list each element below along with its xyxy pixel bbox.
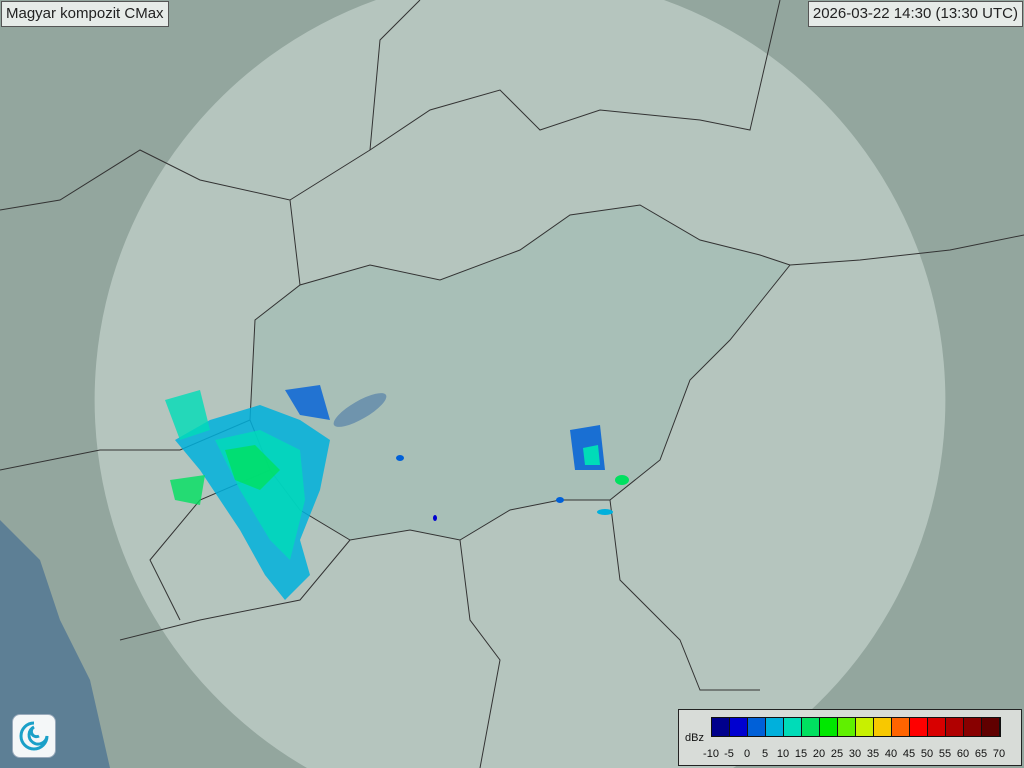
legend-swatch (766, 718, 784, 736)
legend-tick-label: -10 (703, 748, 719, 760)
timestamp: 2026-03-22 14:30 (13:30 UTC) (807, 1, 1023, 27)
legend-swatch (964, 718, 982, 736)
legend-tick-label: 35 (866, 748, 880, 760)
dbz-legend: dBz -10 -5 0 5 10 15 20 25 30 35 40 45 50 55 60 65 70 (678, 709, 1022, 766)
legend-swatch (982, 718, 1000, 736)
legend-tick-label: 20 (812, 748, 826, 760)
legend-color-bar (711, 717, 1001, 737)
hungary-region (250, 205, 790, 540)
legend-tick-label: 10 (776, 748, 790, 760)
legend-swatch (946, 718, 964, 736)
legend-tick-label: 65 (974, 748, 988, 760)
legend-swatch (712, 718, 730, 736)
legend-tick-label: 60 (956, 748, 970, 760)
legend-swatch (910, 718, 928, 736)
legend-swatch (784, 718, 802, 736)
legend-tick-label: -5 (724, 748, 734, 760)
legend-tick-label: 45 (902, 748, 916, 760)
legend-tick-label: 5 (761, 748, 769, 760)
legend-ticks: -10 -5 0 5 10 15 20 25 30 35 40 45 50 55 60 65 70 (703, 748, 1017, 762)
legend-tick-label: 25 (830, 748, 844, 760)
legend-swatch (802, 718, 820, 736)
omsz-logo-icon (12, 714, 56, 758)
legend-swatch (748, 718, 766, 736)
precipitation-echoes (165, 385, 629, 600)
legend-swatch (730, 718, 748, 736)
legend-tick-label: 50 (920, 748, 934, 760)
map-title: Magyar kompozit CMax (1, 1, 169, 27)
legend-tick-label: 55 (938, 748, 952, 760)
lake-balaton (333, 393, 387, 427)
legend-swatch (820, 718, 838, 736)
legend-swatch (838, 718, 856, 736)
legend-swatch (928, 718, 946, 736)
legend-tick-label: 40 (884, 748, 898, 760)
legend-tick-label: 0 (743, 748, 751, 760)
legend-tick-label: 30 (848, 748, 862, 760)
legend-tick-label: 70 (992, 748, 1006, 760)
adriatic-sea (0, 520, 110, 768)
legend-tick-label: 15 (794, 748, 808, 760)
legend-unit: dBz (685, 732, 704, 744)
legend-swatch (874, 718, 892, 736)
legend-swatch (892, 718, 910, 736)
legend-swatch (856, 718, 874, 736)
